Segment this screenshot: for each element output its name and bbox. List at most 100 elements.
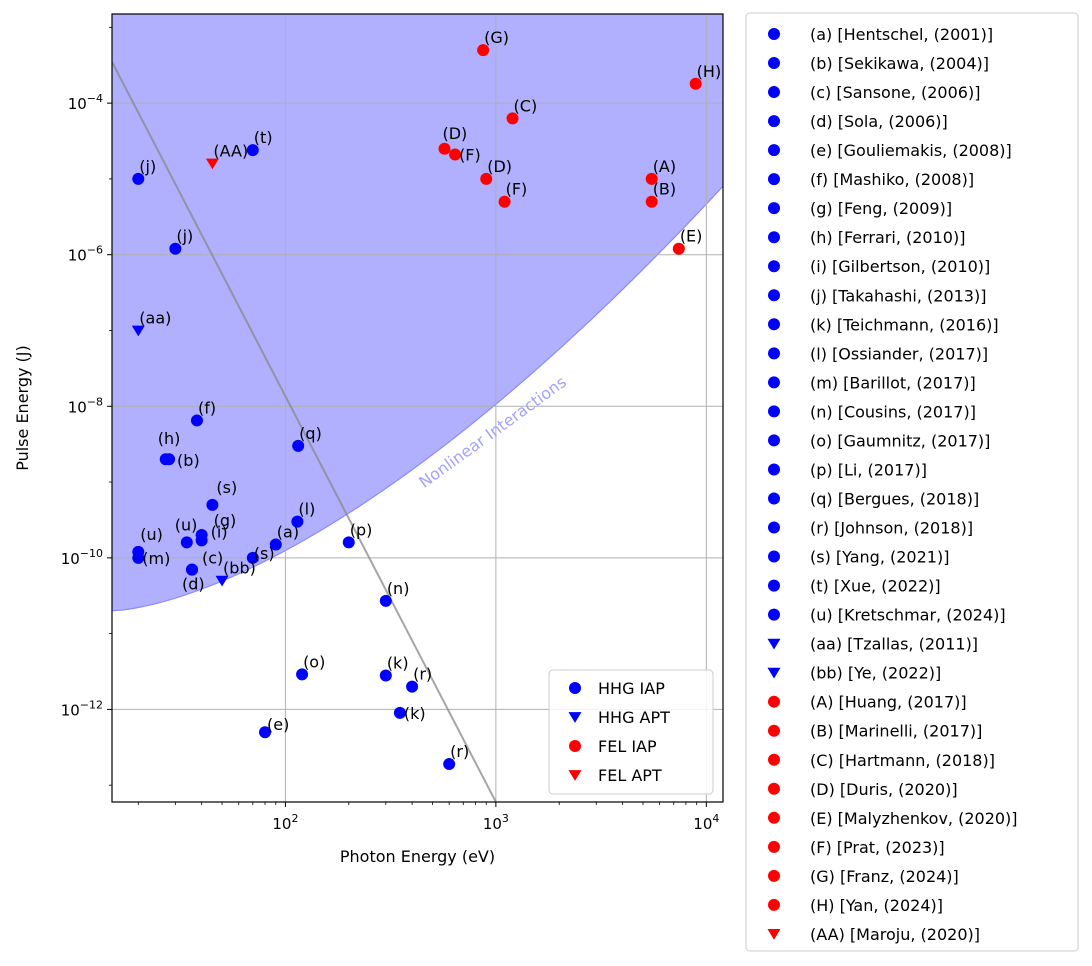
point-marker (206, 498, 219, 511)
legend-marker (768, 405, 780, 418)
legend-marker (768, 434, 780, 447)
point-label: (D) (442, 124, 467, 143)
legend-label: (i) [Gilbertson, (2010)] (810, 257, 990, 276)
legend-label: (h) [Ferrari, (2010)] (810, 228, 965, 247)
point-label: (d) (182, 575, 205, 594)
legend-marker (768, 115, 780, 128)
point-label: (AA) (213, 141, 248, 160)
legend-label: (H) [Yan, (2024)] (810, 896, 943, 915)
point-label: (q) (299, 424, 322, 443)
point-label: (C) (514, 96, 538, 115)
point-marker (291, 515, 304, 528)
point-label: (f) (198, 398, 216, 417)
point-marker (195, 534, 208, 547)
legend-label: (G) [Franz, (2024)] (810, 867, 959, 886)
legend-marker (768, 376, 780, 389)
point-label: (b) (177, 451, 200, 470)
category-legend-box (548, 669, 714, 795)
legend-label: FEL IAP (598, 737, 657, 756)
data-point: (j) (169, 227, 193, 255)
point-marker (186, 563, 199, 576)
point-marker (406, 680, 419, 693)
legend-marker (568, 712, 582, 723)
legend-marker (768, 492, 780, 505)
region-edge (112, 185, 723, 612)
legend-label: (c) [Sansone, (2006)] (810, 83, 980, 102)
data-point: (i) (195, 522, 228, 547)
point-label: (t) (254, 128, 273, 147)
nonlinear-region (112, 14, 723, 612)
legend-marker (768, 463, 780, 476)
point-label: (n) (387, 579, 410, 598)
legend-marker (768, 231, 780, 244)
data-point: (r) (443, 742, 469, 771)
legend-marker (767, 929, 781, 940)
point-marker (190, 414, 203, 427)
legend-marker (768, 550, 780, 563)
point-label: (i) (211, 522, 228, 541)
legend-label: (o) [Gaumnitz, (2017)] (810, 431, 990, 450)
point-label: (p) (350, 520, 373, 539)
legend-label: (s) [Yang, (2021)] (810, 548, 949, 567)
point-label: (B) (653, 180, 676, 199)
data-point: (B) (645, 180, 676, 208)
data-point: (n) (379, 579, 410, 607)
point-label: (A) (653, 157, 676, 176)
point-label: (j) (139, 157, 156, 176)
point-label: (F) (506, 180, 528, 199)
legend-marker (768, 202, 780, 215)
point-marker (379, 594, 392, 607)
x-tick-label: 102 (272, 812, 298, 833)
point-label: (a) (277, 522, 299, 541)
point-label: (r) (413, 665, 432, 684)
point-marker (393, 706, 406, 719)
point-marker (131, 325, 145, 337)
legend-label: (F) [Prat, (2023)] (810, 838, 945, 857)
y-tick-label: 10−8 (68, 395, 103, 416)
data-point: (A) (645, 157, 676, 185)
data-point: (e) (259, 715, 289, 739)
legend-label: (d) [Sola, (2006)] (810, 112, 948, 131)
point-marker (169, 242, 182, 255)
legend-marker (768, 521, 780, 534)
legend-marker (768, 28, 780, 40)
point-label: (u) (175, 515, 198, 534)
point-marker (689, 77, 702, 90)
point-marker (506, 112, 519, 125)
data-point: (a) (269, 522, 299, 551)
point-marker (246, 144, 259, 157)
legend-label: (t) [Xue, (2022)] (810, 577, 941, 596)
point-label: (H) (697, 62, 722, 81)
point-marker (645, 195, 658, 208)
legend-label: (k) [Teichmann, (2016)] (810, 315, 999, 334)
data-point: (C) (506, 96, 538, 125)
legend-label: (B) [Marinelli, (2017)] (810, 722, 982, 741)
legend-marker (768, 347, 780, 360)
point-label: (r) (450, 742, 469, 761)
legend-label: (r) [Johnson, (2018)] (810, 519, 973, 538)
point-marker (672, 242, 685, 255)
legend-label: (f) [Mashiko, (2008)] (810, 170, 974, 189)
data-point: (F) (449, 145, 481, 164)
data-point: (AA) (205, 141, 248, 170)
legend-label: (n) [Cousins, (2017)] (810, 402, 976, 421)
point-label: (F) (459, 145, 481, 164)
x-axis-title: Photon Energy (eV) (340, 847, 495, 866)
legend-marker (768, 898, 780, 911)
point-marker (477, 44, 490, 57)
legend-marker (568, 770, 582, 781)
legend-marker (767, 667, 781, 679)
plot-frame (111, 13, 724, 803)
point-label: (aa) (139, 308, 171, 327)
point-label: (s) (216, 478, 237, 497)
legend-marker (767, 638, 781, 650)
data-points: (a)(b)(c)(d)(e)(f)(g)(h)(i)(j)(j)(k)(k)(… (131, 28, 722, 771)
data-point: (r) (406, 665, 432, 693)
data-point: (k) (379, 654, 409, 682)
data-point: (j) (132, 157, 156, 185)
legend-marker (768, 753, 780, 766)
point-marker (480, 172, 493, 185)
legend-marker (569, 740, 581, 752)
point-marker (379, 669, 392, 682)
